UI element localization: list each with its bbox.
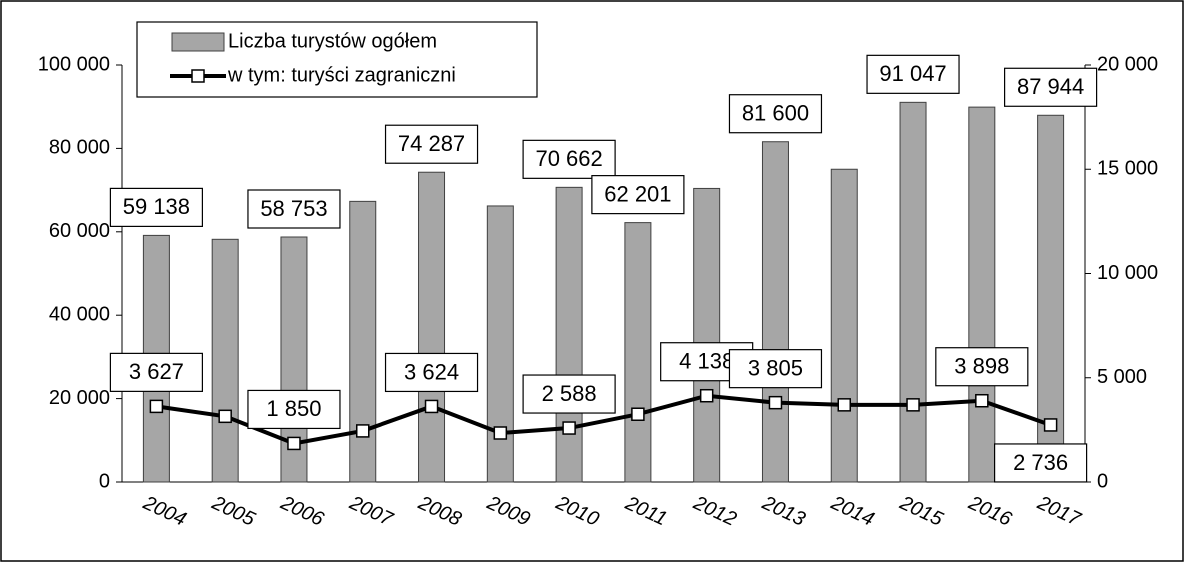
line: [156, 393, 1052, 446]
data-label: 2 588: [542, 381, 597, 406]
bar: [693, 187, 721, 483]
legend-marker: [191, 69, 205, 83]
bar: [418, 171, 446, 483]
data-label-box: [522, 374, 616, 414]
data-label-box: [109, 187, 203, 227]
data-label: 1 850: [266, 396, 321, 421]
marker: [699, 388, 714, 403]
data-label-box: [1004, 67, 1098, 107]
y2-tick-label: 0: [1097, 470, 1108, 492]
data-label-box: [522, 139, 616, 179]
y-tick-label: 0: [99, 470, 110, 492]
bar: [624, 222, 652, 483]
bar: [349, 200, 377, 483]
data-label: 58 753: [260, 196, 327, 221]
marker: [149, 399, 164, 414]
legend-label: w tym: turyści zagraniczni: [227, 64, 456, 86]
marker: [218, 409, 232, 424]
legend-label: Liczba turystów ogółem: [228, 30, 437, 52]
marker: [906, 398, 920, 412]
data-label: 3 898: [954, 354, 1009, 379]
bar: [968, 106, 996, 483]
data-label-box: [935, 347, 1029, 387]
data-label-box: [247, 389, 341, 430]
data-label: 3 805: [748, 355, 803, 380]
marker: [493, 426, 508, 440]
y2-tick-label: 5 000: [1097, 366, 1147, 388]
data-label-box: [384, 352, 479, 393]
bar: [761, 141, 789, 483]
bar: [211, 238, 239, 483]
y-tick-label: 80 000: [49, 137, 110, 159]
data-label: 70 662: [535, 146, 602, 171]
data-label-box: [728, 349, 823, 389]
y-tick-label: 20 000: [49, 387, 110, 409]
data-label: 62 201: [604, 181, 671, 206]
data-label: 3 624: [404, 359, 459, 384]
data-label: 74 287: [398, 131, 465, 156]
marker: [768, 395, 783, 410]
bar: [830, 168, 858, 483]
data-label: 4 138: [679, 349, 734, 374]
data-label: 3 627: [129, 359, 184, 384]
data-label-box: [994, 443, 1088, 483]
data-label-box: [109, 352, 203, 392]
legend: Liczba turystów ogółem w tym: turyści zag…: [136, 21, 538, 98]
data-label: 2 736: [1013, 450, 1068, 475]
marker: [562, 421, 576, 435]
y2-tick-label: 10 000: [1097, 262, 1158, 284]
y-tick-label: 100 000: [38, 53, 110, 75]
marker: [975, 393, 989, 408]
bar: [486, 205, 514, 483]
bar: [555, 186, 583, 483]
data-label: 87 944: [1017, 74, 1084, 99]
legend-swatch: [171, 32, 225, 52]
y2-tick-label: 20 000: [1097, 53, 1158, 75]
data-label-box: [384, 124, 479, 164]
y2-tick-label: 15 000: [1097, 158, 1158, 180]
data-label-box: [866, 54, 960, 94]
marker: [837, 398, 851, 412]
data-label-box: [247, 189, 341, 229]
marker: [424, 399, 439, 414]
data-label: 59 138: [123, 194, 190, 219]
data-label-box: [591, 175, 685, 215]
marker: [287, 436, 301, 451]
y-tick-label: 40 000: [49, 303, 110, 325]
marker: [1043, 418, 1058, 432]
marker: [631, 407, 645, 421]
marker: [356, 424, 370, 438]
data-label-box: [728, 94, 823, 134]
data-label: 91 047: [879, 61, 946, 86]
data-label: 81 600: [742, 101, 809, 126]
y-tick-label: 60 000: [49, 220, 110, 242]
bar: [899, 101, 927, 483]
